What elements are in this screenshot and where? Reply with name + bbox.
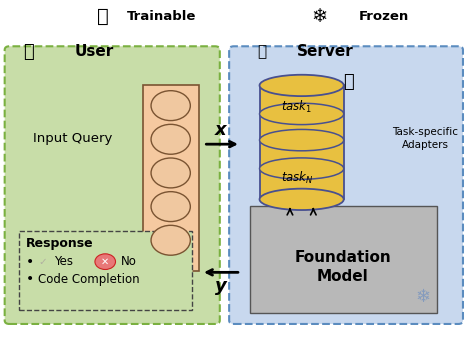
Circle shape	[151, 91, 190, 121]
Text: 🔥: 🔥	[97, 6, 109, 26]
Ellipse shape	[260, 75, 344, 96]
Text: Foundation
Model: Foundation Model	[294, 250, 391, 284]
Text: Response: Response	[26, 237, 93, 250]
Circle shape	[151, 192, 190, 221]
Text: Server: Server	[297, 44, 354, 59]
Ellipse shape	[260, 130, 344, 151]
FancyBboxPatch shape	[5, 46, 220, 324]
FancyBboxPatch shape	[229, 46, 463, 324]
Text: Task-specific
Adapters: Task-specific Adapters	[393, 127, 459, 151]
Text: •: •	[26, 272, 34, 287]
Text: $task_N$: $task_N$	[281, 170, 313, 186]
Text: Frozen: Frozen	[358, 10, 409, 22]
Text: 🔥: 🔥	[343, 73, 354, 91]
Text: $\boldsymbol{x}$: $\boldsymbol{x}$	[214, 121, 229, 139]
FancyBboxPatch shape	[260, 85, 344, 199]
Text: ❄️: ❄️	[312, 6, 329, 26]
Text: No: No	[121, 255, 137, 268]
Text: Trainable: Trainable	[127, 10, 196, 22]
Bar	[143, 85, 199, 271]
Text: $\boldsymbol{y}$: $\boldsymbol{y}$	[214, 279, 229, 297]
Text: 👤: 👤	[22, 43, 33, 61]
Circle shape	[151, 225, 190, 255]
Ellipse shape	[260, 158, 344, 179]
Text: •: •	[26, 255, 34, 269]
Circle shape	[151, 124, 190, 154]
Text: Input Query: Input Query	[33, 132, 112, 145]
Circle shape	[151, 158, 190, 188]
Text: ❄️: ❄️	[416, 288, 431, 306]
Text: User: User	[75, 44, 114, 59]
Ellipse shape	[260, 189, 344, 210]
Bar	[19, 231, 192, 310]
Text: 🖥: 🖥	[257, 44, 266, 59]
Ellipse shape	[260, 103, 344, 125]
Text: Yes: Yes	[54, 255, 73, 268]
Circle shape	[95, 254, 116, 269]
Text: $task_1$: $task_1$	[281, 99, 313, 115]
Bar	[250, 206, 437, 313]
Text: ✕: ✕	[101, 257, 110, 267]
Text: Code Completion: Code Completion	[38, 273, 140, 286]
Text: ✓: ✓	[38, 257, 47, 267]
